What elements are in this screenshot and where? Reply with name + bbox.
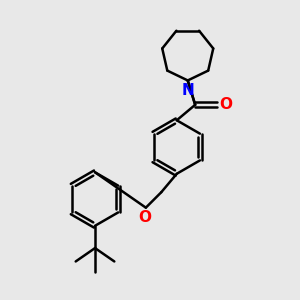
Text: O: O <box>219 97 232 112</box>
Text: N: N <box>182 83 194 98</box>
Text: O: O <box>138 210 151 225</box>
